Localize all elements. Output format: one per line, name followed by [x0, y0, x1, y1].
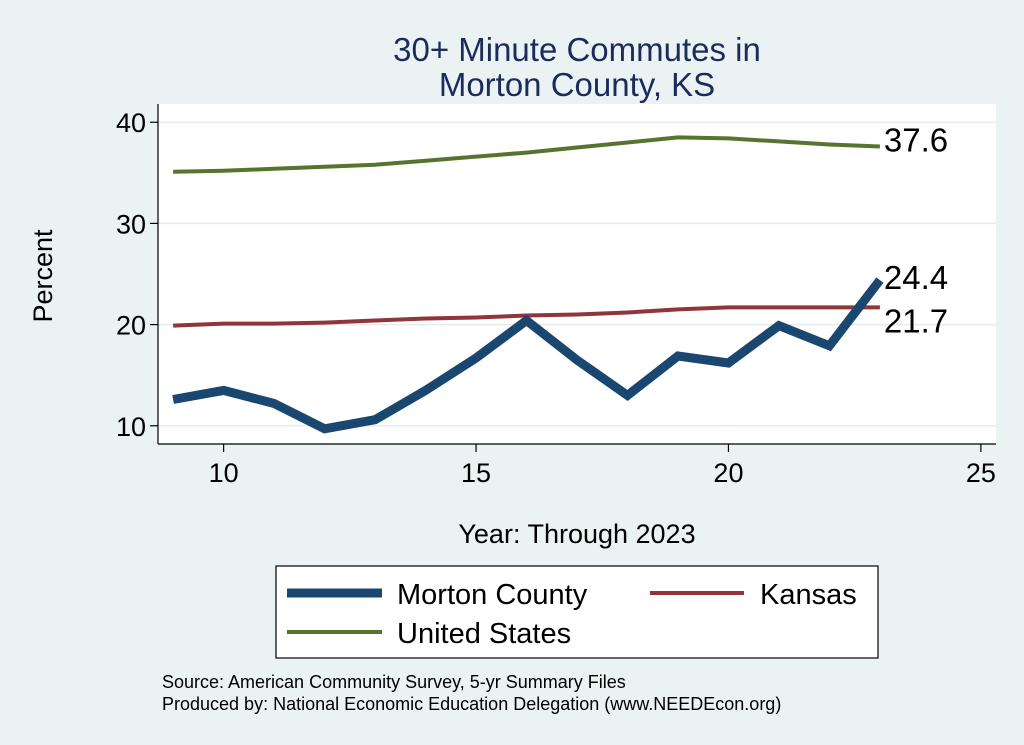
- y-tick-label-40: 40: [116, 108, 146, 138]
- end-label-kansas: 21.7: [884, 302, 948, 339]
- x-axis-ticks: 10 15 20 25: [209, 444, 996, 488]
- chart-title-line-1: 30+ Minute Commutes in: [393, 31, 761, 68]
- y-tick-label-20: 20: [116, 311, 146, 341]
- series-line-morton-county: [172, 277, 884, 434]
- y-tick-label-30: 30: [116, 209, 146, 239]
- source-note: Source: American Community Survey, 5-yr …: [162, 672, 626, 692]
- end-label-united-states: 37.6: [884, 122, 948, 159]
- x-tick-label-25: 25: [966, 458, 996, 488]
- end-labels: 37.6 21.7 24.4: [884, 122, 948, 340]
- plot-area: [158, 104, 996, 444]
- series-layer: [172, 135, 884, 434]
- legend-box: [275, 565, 879, 659]
- chart-title-line-2: Morton County, KS: [439, 66, 715, 103]
- legend-label-united-states: United States: [397, 618, 571, 650]
- end-label-morton-county: 24.4: [884, 259, 948, 296]
- x-axis-label: Year: Through 2023: [458, 519, 695, 549]
- x-tick-label-15: 15: [461, 458, 491, 488]
- producer-note: Produced by: National Economic Education…: [162, 694, 781, 714]
- x-tick-label-10: 10: [209, 458, 239, 488]
- series-line-united-states: [173, 135, 880, 174]
- y-axis-label: Percent: [28, 229, 58, 323]
- y-tick-label-10: 10: [116, 412, 146, 442]
- legend-label-kansas: Kansas: [760, 579, 857, 611]
- legend-label-morton-county: Morton County: [397, 579, 588, 611]
- x-tick-label-20: 20: [713, 458, 743, 488]
- y-axis-ticks: 10 20 30 40: [116, 108, 158, 442]
